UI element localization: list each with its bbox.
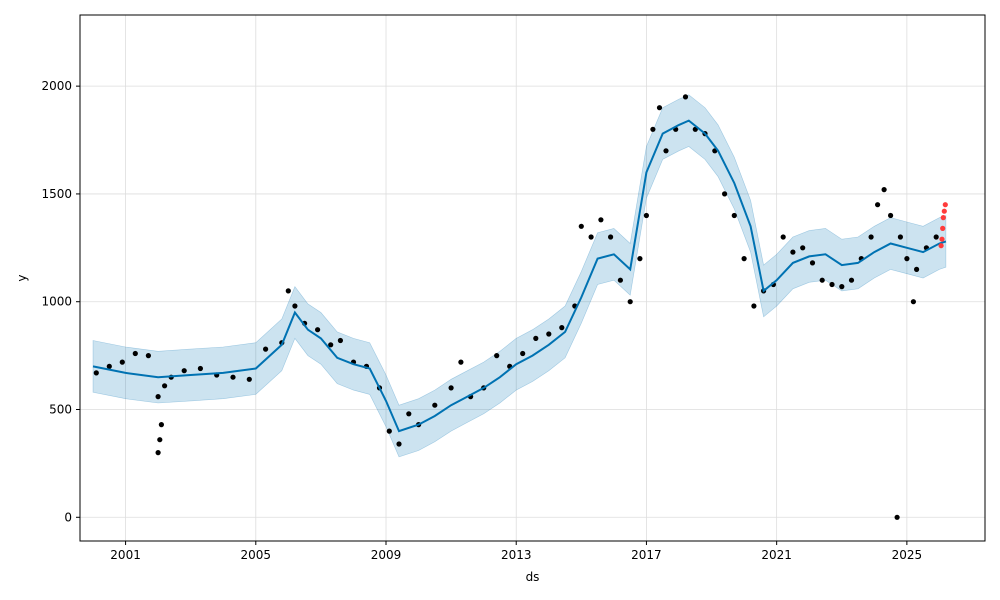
observed-point [285,288,291,294]
observed-point [933,234,939,240]
observed-point [637,256,643,262]
recent-point [940,215,946,221]
observed-point [829,281,835,288]
observed-point [819,277,825,283]
recent-point [940,225,946,231]
observed-point [396,441,402,447]
recent-points [938,202,948,249]
observed-point [246,376,252,382]
y-tick-label: 1000 [41,295,72,309]
observed-point [197,365,203,372]
plot-frame [79,14,986,542]
recent-point [941,208,947,214]
outlier-point [155,450,161,456]
grid [80,15,985,541]
observed-point [682,94,689,100]
y-axis-ticks: 0 500 1000 1500 2000 [41,79,80,524]
observed-point [722,191,728,197]
observed-point [897,234,904,240]
observed-point [406,411,412,417]
y-axis-label: y [15,274,29,281]
outlier-point [910,299,917,305]
observed-point [119,359,125,365]
observed-point [546,331,552,337]
observed-point [868,234,874,240]
observed-point [458,359,464,365]
observed-point [598,217,604,223]
x-tick-label: 2013 [501,548,532,562]
observed-point [578,223,584,229]
forecast-trend-line [92,119,947,433]
x-tick-label: 2001 [110,548,141,562]
observed-point [731,212,737,219]
observed-point [181,368,187,374]
observed-point [386,428,392,434]
observed-point [904,256,910,262]
y-tick-label: 0 [64,510,72,524]
observed-point [533,335,539,341]
observed-point [741,256,747,262]
observed-point [875,202,881,208]
x-tick-label: 2025 [892,548,923,562]
observed-point [663,148,669,154]
observed-point [809,260,816,266]
observed-point [132,350,138,357]
observed-point [914,266,920,272]
observed-point [627,299,633,305]
observed-point [145,353,151,359]
x-tick-label: 2005 [241,548,272,562]
observed-point [888,212,894,219]
observed-point [162,383,168,389]
x-axis-label: ds [526,570,540,584]
observed-point [263,346,269,352]
observed-point [800,245,806,251]
observed-point [588,234,594,240]
y-tick-label: 2000 [41,79,72,93]
x-axis-ticks: 2001 2005 2009 2013 2017 2021 2025 [110,541,922,562]
x-tick-label: 2017 [631,548,662,562]
observed-points [93,94,939,520]
observed-point [93,370,99,376]
x-tick-label: 2021 [761,548,792,562]
recent-point [938,243,944,249]
observed-point [790,249,796,255]
y-tick-label: 1500 [41,187,72,201]
observed-point [656,105,663,111]
observed-point [432,402,438,408]
observed-point [494,353,500,359]
uncertainty-interval-band [92,94,947,458]
observed-point [617,277,624,283]
observed-point [520,350,526,357]
x-tick-label: 2009 [371,548,402,562]
outlier-point [894,514,900,520]
observed-point [780,234,786,240]
observed-point [328,342,334,348]
observed-point [839,284,845,290]
observed-point [106,363,112,369]
recent-point [942,202,948,208]
observed-point [230,374,236,380]
y-tick-label: 500 [49,403,72,417]
observed-point [559,325,565,331]
observed-point [608,234,614,240]
observed-point [643,212,650,219]
recent-point [939,236,945,242]
observed-point [650,126,656,132]
observed-point [848,277,855,283]
observed-point [155,394,161,400]
outlier-point [157,437,163,443]
observed-point [448,385,454,391]
observed-point [881,187,887,193]
observed-point [292,303,298,309]
observed-point [337,337,343,344]
outlier-point [158,422,164,428]
observed-point [315,327,321,333]
observed-point [751,303,757,309]
